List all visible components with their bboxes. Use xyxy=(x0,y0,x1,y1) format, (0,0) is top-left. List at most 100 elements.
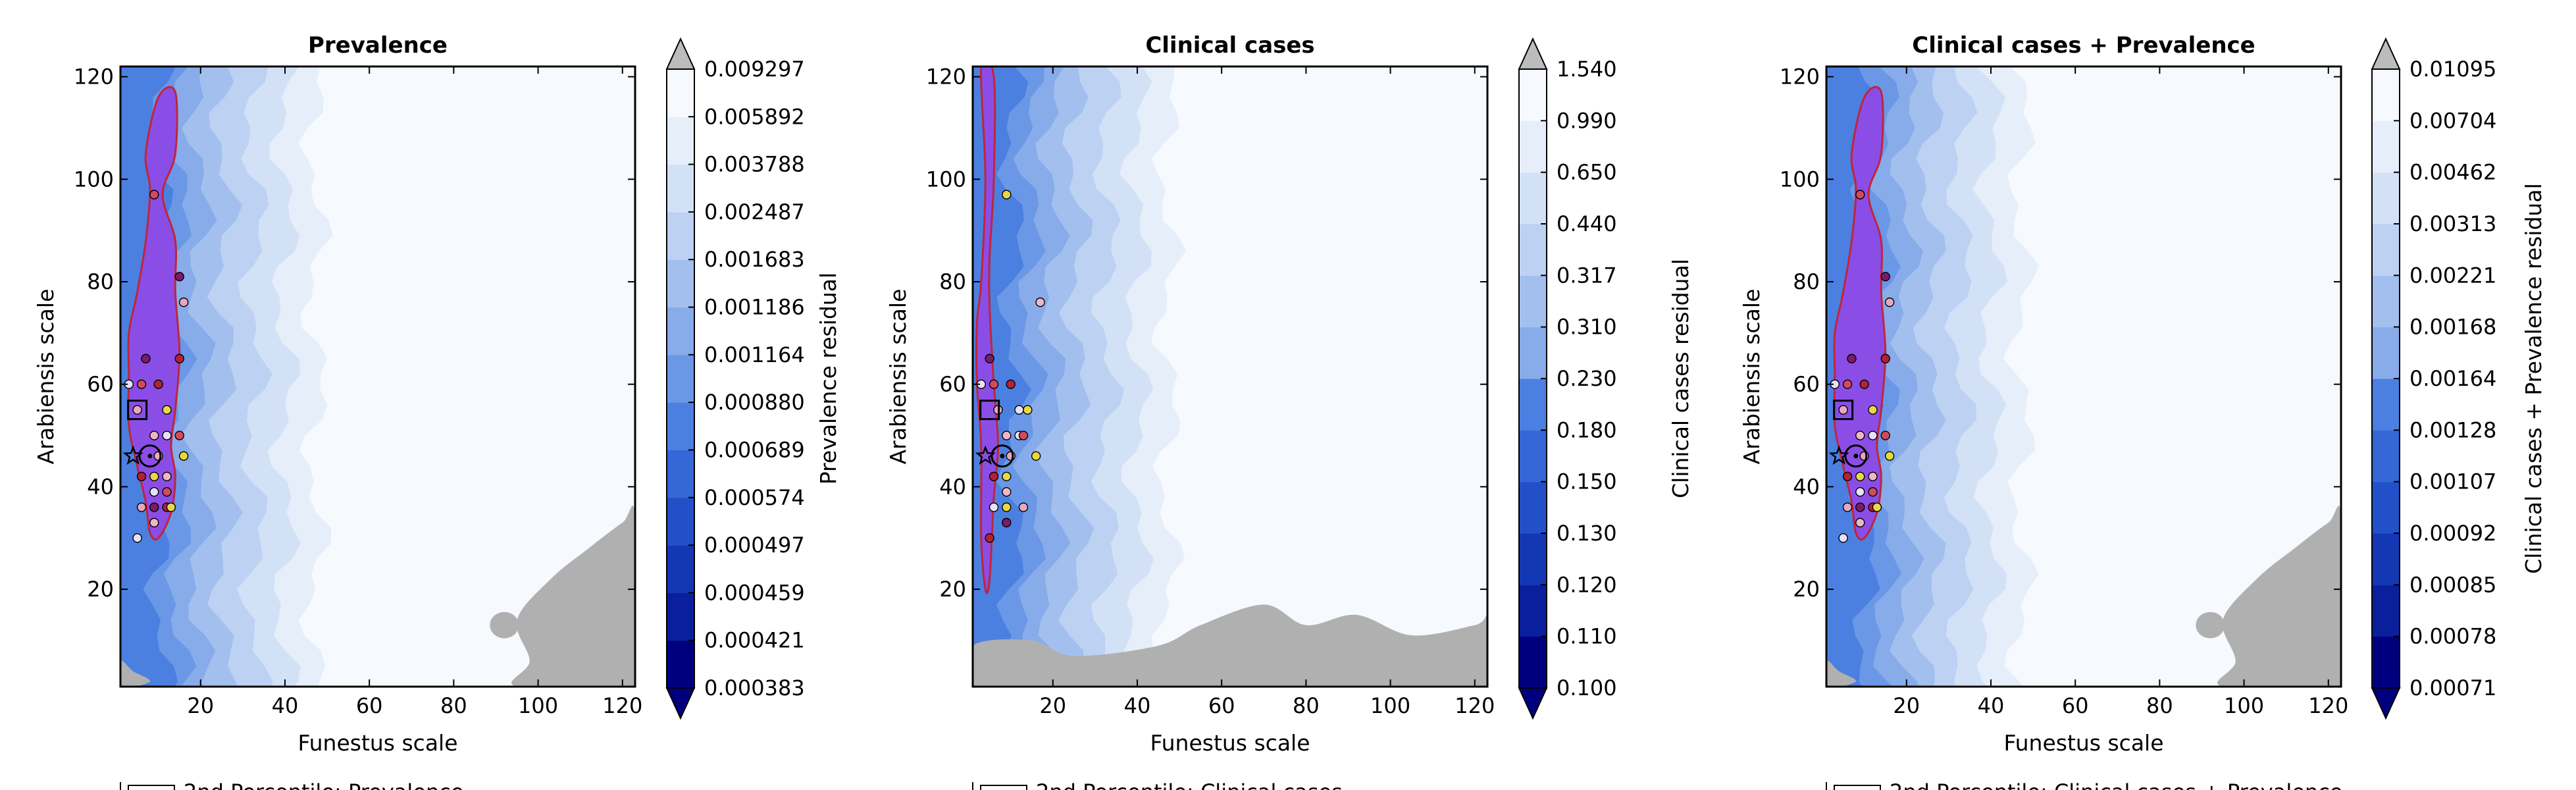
data-point xyxy=(1014,405,1024,415)
plot-area xyxy=(973,66,1487,687)
data-point xyxy=(136,502,147,512)
x-axis-label: Funestus scale xyxy=(1150,730,1310,756)
data-point xyxy=(178,451,189,461)
data-point xyxy=(1002,431,1012,440)
colorbar-segment xyxy=(1519,636,1547,689)
y-tick-label: 20 xyxy=(1793,577,1820,602)
y-tick-label: 120 xyxy=(1780,65,1820,90)
legend-label: 2nd Percentile: Prevalence xyxy=(184,779,464,790)
masked-blob xyxy=(2196,612,2225,639)
masked-region xyxy=(973,604,1487,687)
x-tick-label: 40 xyxy=(1978,693,2005,718)
x-tick-label: 60 xyxy=(1208,693,1235,718)
data-point xyxy=(132,405,142,415)
colorbar-segment xyxy=(667,640,694,689)
percentile-region xyxy=(127,86,181,540)
x-tick-label: 20 xyxy=(1893,693,1920,718)
colorbar-tick-label: 0.002487 xyxy=(704,199,805,224)
data-point xyxy=(1842,379,1853,389)
colorbar-segment xyxy=(1519,533,1547,585)
data-point xyxy=(141,354,151,363)
data-point xyxy=(1035,297,1045,307)
data-point xyxy=(1847,354,1857,363)
colorbar-segment xyxy=(2372,327,2400,379)
circle-marker-center xyxy=(147,454,153,459)
data-point xyxy=(136,379,147,389)
colorbar-segment xyxy=(667,307,694,356)
y-tick-label: 100 xyxy=(1780,167,1820,192)
colorbar-frame xyxy=(666,68,695,689)
colorbar-segment xyxy=(1519,327,1547,379)
y-tick-label: 120 xyxy=(926,65,966,90)
colorbar-segment xyxy=(667,354,694,403)
colorbar-tick-label: 0.00313 xyxy=(2409,211,2496,236)
data-point xyxy=(1842,471,1853,482)
colorbar-tick-label: 0.000497 xyxy=(704,533,805,558)
data-point xyxy=(174,431,184,440)
square-marker xyxy=(979,400,1000,421)
data-point xyxy=(1855,471,1865,482)
plot-frame xyxy=(971,65,1489,688)
data-point xyxy=(1018,502,1029,512)
data-point xyxy=(136,471,147,482)
x-tick-label: 40 xyxy=(1124,693,1151,718)
y-tick-label: 20 xyxy=(939,577,966,602)
colorbar-tick-label: 0.001164 xyxy=(704,342,805,367)
data-point xyxy=(1838,405,1848,415)
colorbar-segment xyxy=(1519,585,1547,637)
data-point xyxy=(989,379,999,389)
data-point xyxy=(1838,533,1848,543)
y-tick-label: 40 xyxy=(87,474,114,499)
data-point xyxy=(1880,354,1890,363)
colorbar-segment xyxy=(1519,430,1547,483)
colorbar-tick-label: 0.00128 xyxy=(2409,417,2496,442)
y-axis-label: Arabiensis scale xyxy=(33,289,59,465)
data-point xyxy=(162,431,172,440)
colorbar-tick-label: 0.001683 xyxy=(704,247,805,272)
colorbar-segment xyxy=(1519,379,1547,431)
y-axis-label: Arabiensis scale xyxy=(1739,289,1765,465)
colorbar-tick-label: 0.00704 xyxy=(2409,108,2496,133)
colorbar-segment xyxy=(2372,224,2400,276)
data-point xyxy=(1855,487,1865,497)
y-tick-label: 20 xyxy=(87,577,114,602)
colorbar-segment xyxy=(2372,481,2400,534)
masked-region-corner xyxy=(973,660,1003,687)
plot-area xyxy=(1826,66,2341,687)
colorbar-tick-label: 0.650 xyxy=(1557,160,1617,185)
colorbar-segment xyxy=(2372,533,2400,585)
colorbar-tick-label: 0.00168 xyxy=(2409,315,2496,340)
data-point xyxy=(1868,431,1878,440)
colorbar-segment xyxy=(1519,120,1547,173)
data-point xyxy=(162,471,172,482)
x-axis-label: Funestus scale xyxy=(297,730,457,756)
colorbar-segment xyxy=(667,450,694,498)
x-tick-label: 120 xyxy=(1455,693,1495,718)
plot-frame xyxy=(1825,65,2342,688)
x-tick-label: 80 xyxy=(2146,693,2173,718)
y-tick-label: 120 xyxy=(74,65,114,90)
colorbar-tick-label: 0.100 xyxy=(1557,675,1617,700)
masked-region-corner xyxy=(120,660,151,687)
colorbar-tick-label: 0.00164 xyxy=(2409,366,2496,391)
panels: 20 40 60 80 100 120 20 40 60 80 100 120 Prevalence Fu… xyxy=(33,32,2546,790)
data-point xyxy=(149,487,159,497)
x-tick-label: 60 xyxy=(356,693,383,718)
data-point xyxy=(149,517,159,528)
plot-frame xyxy=(119,65,636,688)
colorbar-segment xyxy=(1519,172,1547,224)
data-point xyxy=(1842,502,1853,512)
data-point xyxy=(1002,190,1012,199)
colorbar-tick-label: 0.310 xyxy=(1557,315,1617,340)
data-point xyxy=(1880,271,1890,282)
colorbar-segment xyxy=(1519,69,1547,121)
y-tick-label: 60 xyxy=(939,372,966,397)
data-point xyxy=(174,271,184,282)
data-point xyxy=(162,487,172,497)
colorbar-segment xyxy=(1519,275,1547,328)
colorbar-segment xyxy=(1519,481,1547,534)
colorbar-tick-label: 0.000574 xyxy=(704,485,805,510)
colorbar-segment xyxy=(2372,585,2400,637)
colorbar-tick-label: 0.003788 xyxy=(704,152,805,177)
